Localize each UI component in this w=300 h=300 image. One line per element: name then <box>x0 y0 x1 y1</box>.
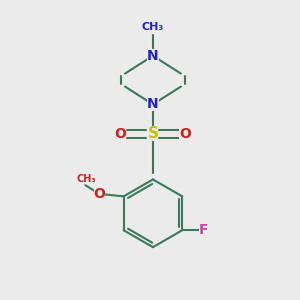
Text: O: O <box>115 127 127 141</box>
Text: N: N <box>147 98 159 111</box>
Text: O: O <box>179 127 191 141</box>
Text: S: S <box>147 126 158 141</box>
Text: N: N <box>147 49 159 63</box>
Text: O: O <box>94 187 105 201</box>
Text: CH₃: CH₃ <box>142 22 164 32</box>
Text: F: F <box>199 223 208 237</box>
Text: CH₃: CH₃ <box>76 174 96 184</box>
